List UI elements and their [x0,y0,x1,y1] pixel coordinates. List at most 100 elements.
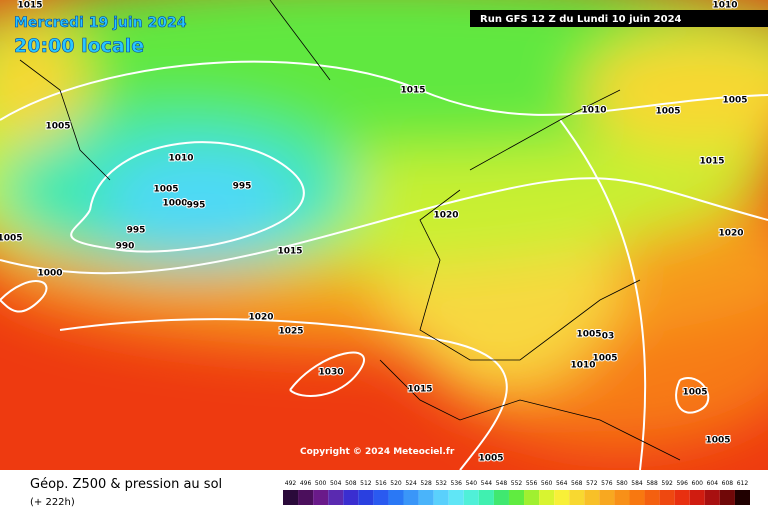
colorbar-label: 504 [330,480,342,487]
isobars [0,60,768,471]
isobar-label: 990 [116,242,135,252]
colorbar-swatch [478,490,494,505]
colorbar-swatch [418,490,434,505]
colorbar-label: 492 [285,480,297,487]
colorbar-label: 540 [466,480,478,487]
colorbar-label: 500 [315,480,327,487]
isobar-label: 1020 [718,229,743,239]
isobar-label: 1010 [168,154,193,164]
colorbar-label: 516 [375,480,387,487]
colorbar-label: 584 [631,480,643,487]
colorbar-swatch [463,490,479,505]
copyright: Copyright © 2024 Meteociel.fr [300,447,455,457]
colorbar-label: 564 [556,480,568,487]
footer-title: Géop. Z500 & pression au sol [30,477,222,492]
isobar-label: 1005 [655,107,680,117]
colorbar-label: 572 [586,480,598,487]
colorbar-label: 552 [511,480,523,487]
colorbar-swatch [704,490,720,505]
isobar-label: 1015 [277,247,302,257]
run-box [470,10,768,27]
isobar-label: 1005 [592,354,617,364]
isobar-label: 03 [602,332,615,342]
colorbar-label: 592 [661,480,673,487]
isobar-label: 1015 [407,385,432,395]
colorbar-swatch [524,490,540,505]
isobar-label: 1005 [478,454,503,464]
isobar-label: 995 [127,226,146,236]
colorbar-swatch [734,490,750,505]
coastlines [19,0,681,461]
colorbar-swatch [313,490,329,505]
run-info: Run GFS 12 Z du Lundi 10 juin 2024 [480,14,682,25]
time: 20:00 locale [14,35,144,57]
colorbar-label: 512 [360,480,372,487]
date: Mercredi 19 juin 2024 [14,15,187,31]
isobar-label: 1010 [712,1,737,11]
colorbar-label: 560 [541,480,553,487]
isobar-label: 1020 [248,313,273,323]
colorbar-label: 532 [435,480,447,487]
colorbar-swatch [493,490,509,505]
isobar-label: 1000 [37,269,62,279]
isobar-label: 995 [187,201,206,211]
isobar-label: 1005 [45,122,70,132]
isobar-label: 1015 [400,86,425,96]
colorbar-swatch [539,490,555,505]
colorbar-label: 576 [601,480,613,487]
colorbar-swatch [283,490,299,505]
colorbar-swatch [629,490,645,505]
colorbar-label: 496 [300,480,312,487]
isobar-label: 1005 [153,185,178,195]
isobar-label: 1005 [682,388,707,398]
colorbar-label: 580 [616,480,628,487]
colorbar-label: 508 [345,480,357,487]
colorbar-label: 568 [571,480,583,487]
colorbar-label: 548 [496,480,508,487]
colorbar-swatch [298,490,314,505]
colorbar-label: 536 [451,480,463,487]
colorbar-swatch [448,490,464,505]
colorbar-swatch [614,490,630,505]
colorbar-swatch [328,490,344,505]
colorbar-swatch [433,490,449,505]
colorbar-swatch [373,490,389,505]
isobar-label: 1015 [699,157,724,167]
colorbar-label: 588 [646,480,658,487]
isobar-label: 1005 [722,96,747,106]
colorbar-swatch [599,490,615,505]
colorbar-label: 596 [676,480,688,487]
isobar-label: 1005 [0,234,23,244]
colorbar-swatch [403,490,419,505]
colorbar-label: 544 [481,480,493,487]
isobar-label: 1005 [576,330,601,340]
colorbar-label: 608 [722,480,734,487]
isobar-label: 1030 [318,368,343,378]
isobar-label: 1010 [570,361,595,371]
colorbar-swatch [584,490,600,505]
colorbar-label: 524 [405,480,417,487]
colorbar-swatch [689,490,705,505]
colorbar-swatch [358,490,374,505]
isobar-label: 1020 [433,211,458,221]
colorbar-swatch [674,490,690,505]
colorbar-label: 604 [707,480,719,487]
footer-lead: (+ 222h) [30,497,75,508]
isobar-label: 1010 [581,106,606,116]
colorbar-label: 600 [692,480,704,487]
colorbar-swatch [554,490,570,505]
isobar-label: 1000 [162,199,187,209]
isobar-label: 1005 [705,436,730,446]
colorbar-swatch [659,490,675,505]
colorbar-label: 612 [737,480,749,487]
colorbar-label: 556 [526,480,538,487]
colorbar-swatch [388,490,404,505]
colorbar: 492 496 500 504 508 512 516 520 524 528 532 536 540 5… [283,480,750,505]
isobar-label: 1025 [278,327,303,337]
isobar-label: 995 [233,182,252,192]
geopotential-field [0,0,768,470]
colorbar-label: 520 [390,480,402,487]
